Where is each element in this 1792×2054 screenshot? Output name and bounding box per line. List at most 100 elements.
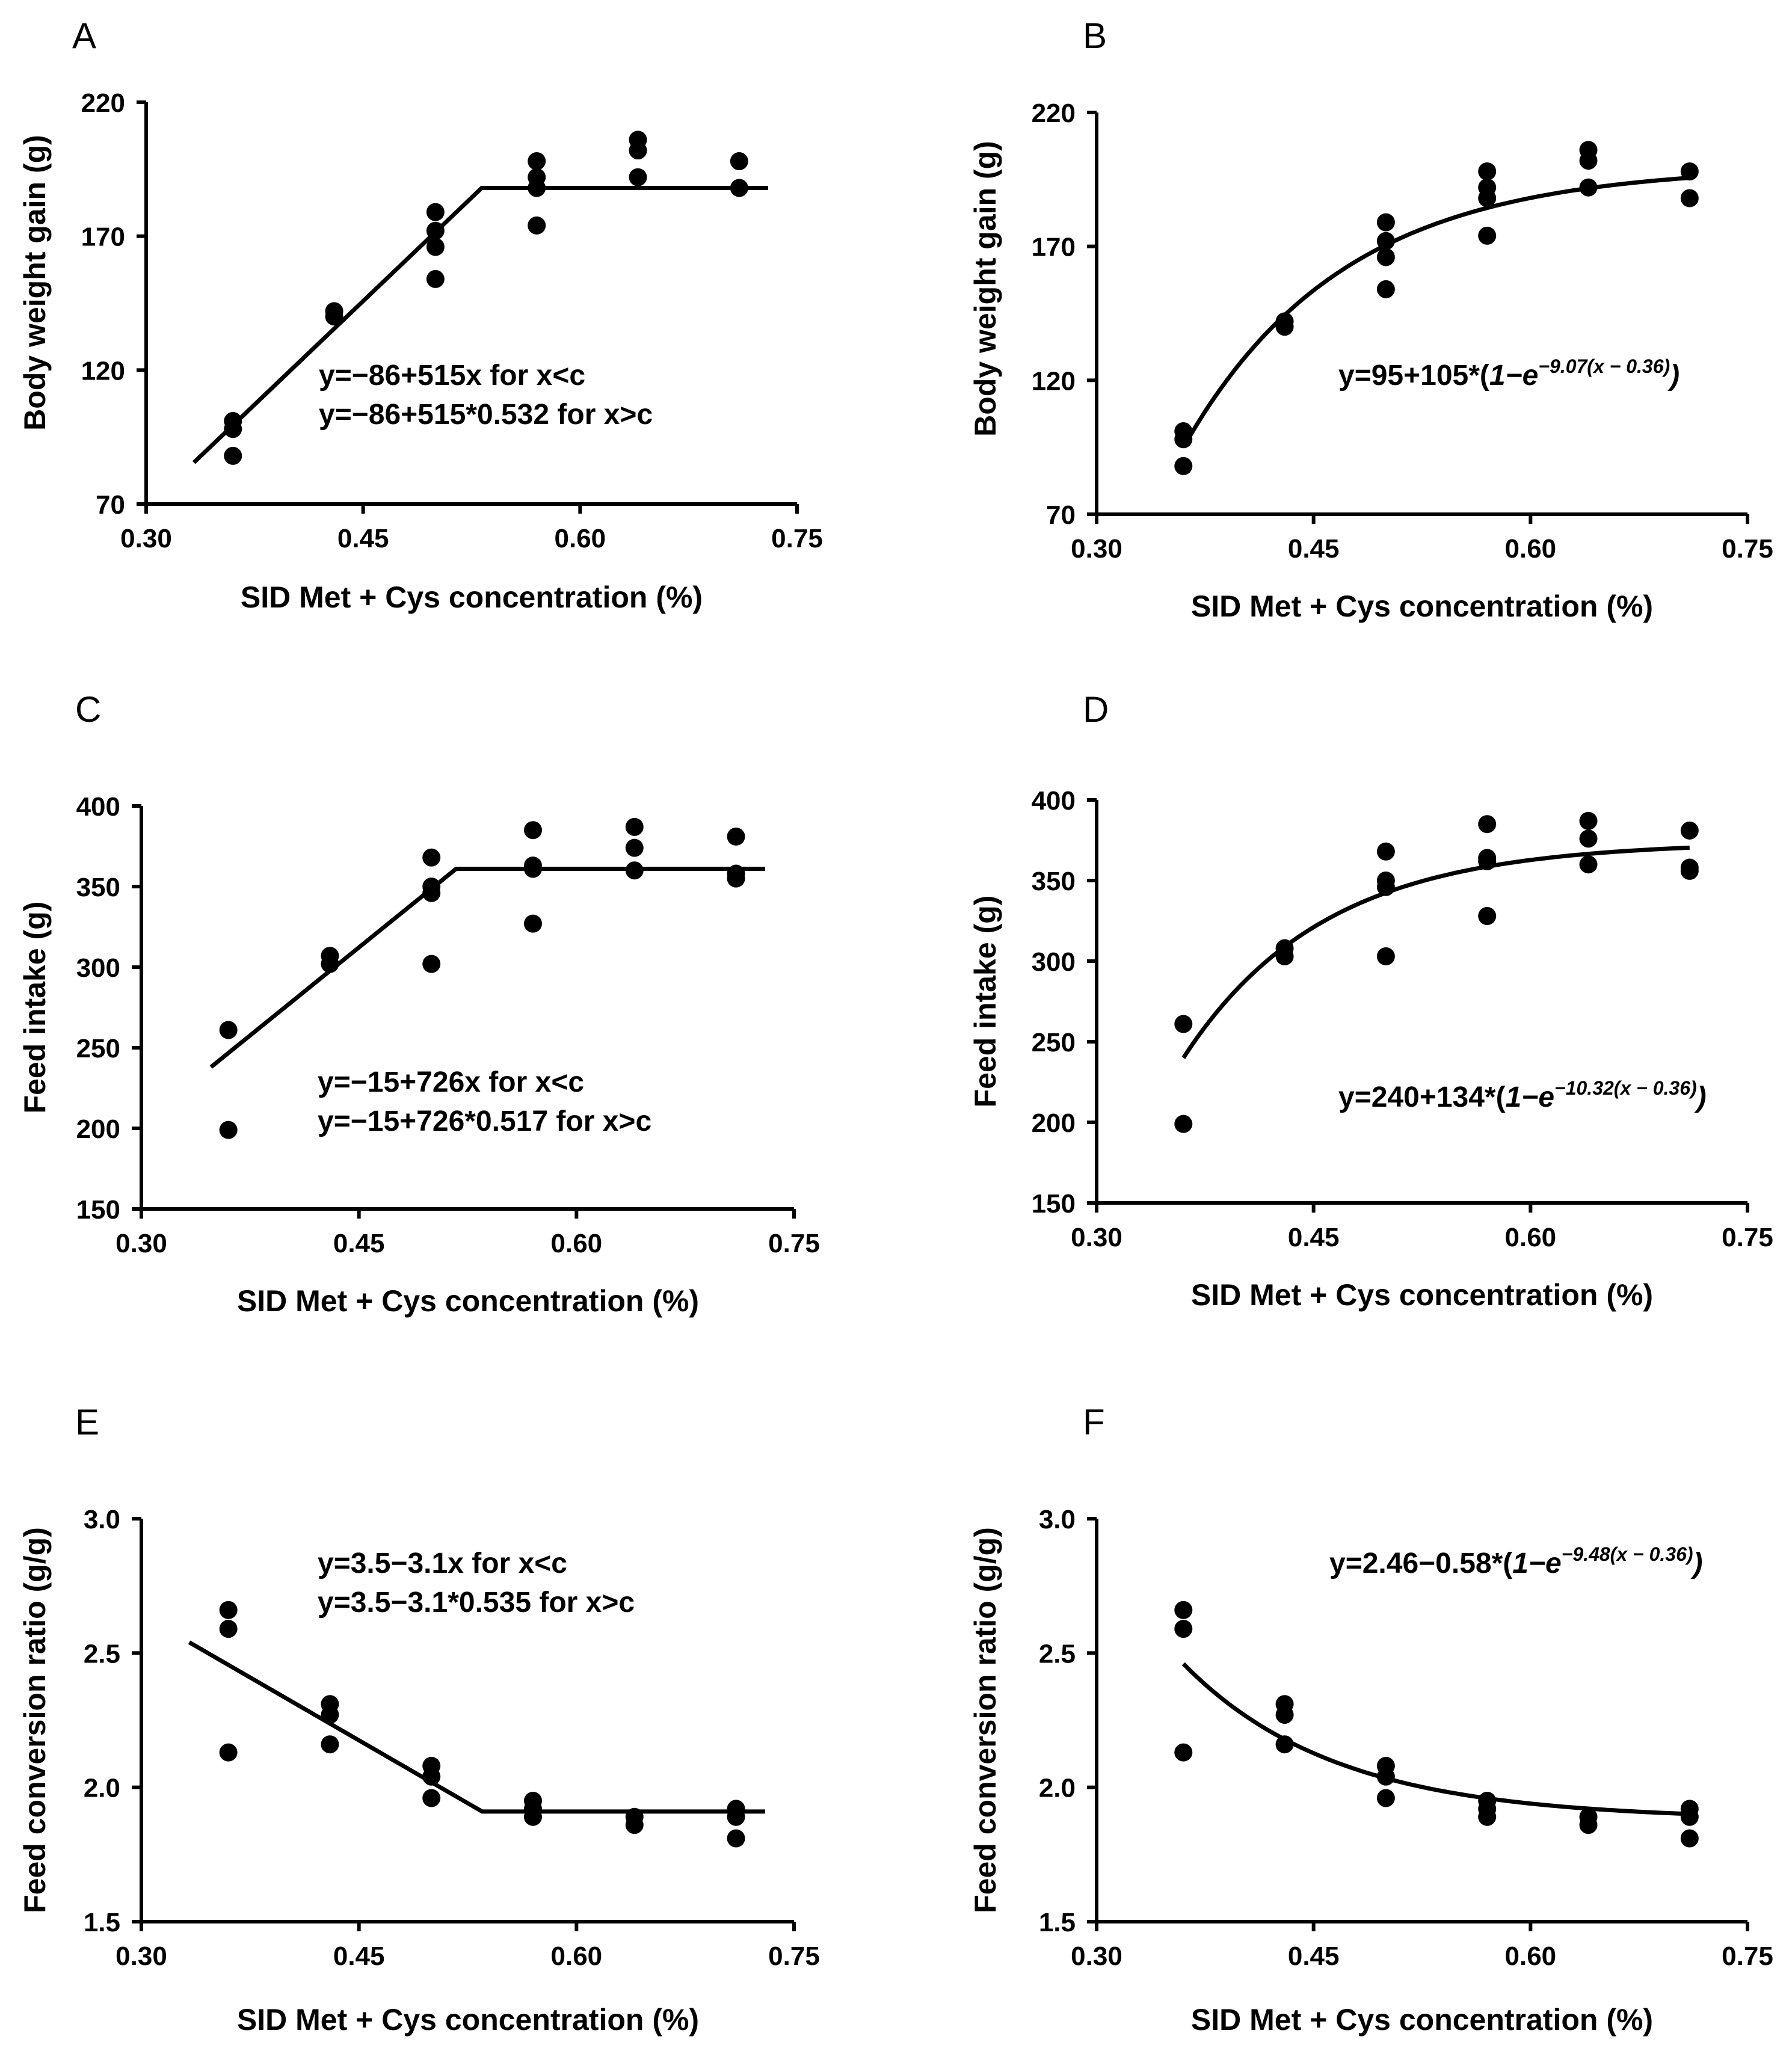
equation-prefix: y=2.46−0.58*( — [1329, 1548, 1512, 1579]
data-point — [1376, 232, 1395, 250]
x-tick-label: 0.60 — [1505, 534, 1557, 564]
data-point — [422, 884, 441, 902]
equation-line: y=−86+515x for x<c — [319, 360, 585, 392]
x-axis-title: SID Met + Cys concentration (%) — [237, 2003, 699, 2037]
equation-suffix: ) — [1667, 360, 1680, 392]
data-point — [422, 1789, 441, 1807]
y-axis-title: Feed conversion ratio (g/g) — [18, 1527, 52, 1913]
x-tick-label: 0.45 — [333, 1229, 385, 1258]
fitted-line — [192, 186, 768, 464]
equation-line: y=−15+726*0.517 for x>c — [318, 1105, 651, 1137]
y-tick-label: 70 — [96, 490, 125, 520]
data-point — [426, 269, 445, 288]
equation-line: y=3.5−3.1*0.535 for x>c — [318, 1587, 635, 1619]
data-point — [1275, 947, 1294, 965]
y-tick-label: 220 — [1032, 99, 1076, 128]
data-point — [224, 446, 242, 465]
data-point — [1680, 1829, 1699, 1848]
panel-letter: C — [75, 689, 101, 730]
data-point — [1680, 162, 1699, 180]
data-point — [1376, 213, 1395, 232]
data-point — [1275, 1706, 1294, 1724]
x-axis-title: SID Met + Cys concentration (%) — [237, 1284, 699, 1318]
panel-f: F 0.30 0.45 0.60 0.75 1.5 2.0 2.5 3.0 SID Met + C… — [968, 1402, 1773, 2037]
data-point — [426, 203, 445, 221]
y-tick-label: 3.0 — [84, 1505, 120, 1534]
data-point — [1579, 855, 1598, 874]
equation-line: y=95+105*(1−e−9.07(x − 0.36)) — [1338, 355, 1680, 392]
equation-line: y=2.46−0.58*(1−e−9.48(x − 0.36)) — [1329, 1543, 1703, 1579]
panel-c: C 0.30 0.45 0.60 0.75 150 200 250 300 350 400 SID M… — [18, 689, 820, 1318]
data-point — [1579, 811, 1598, 830]
data-point — [727, 1807, 745, 1826]
equation-base: 1−e — [1506, 1081, 1554, 1113]
y-tick-label: 2.5 — [1039, 1639, 1076, 1668]
data-point — [426, 221, 445, 240]
y-axis-title: Feed intake (g) — [18, 902, 52, 1114]
data-point — [1680, 821, 1699, 840]
equation-suffix: ) — [1694, 1081, 1707, 1113]
y-tick-label: 1.5 — [84, 1908, 120, 1937]
data-point — [1478, 226, 1497, 245]
x-tick-label: 0.60 — [551, 1942, 603, 1971]
data-point — [1579, 829, 1598, 848]
data-point — [1174, 1620, 1193, 1638]
y-tick-label: 220 — [81, 88, 125, 118]
x-tick-label: 0.30 — [115, 1942, 167, 1971]
data-point — [1680, 1807, 1699, 1826]
equation-exponent: −9.48(x − 0.36) — [1562, 1543, 1693, 1565]
equation-prefix: y=95+105*( — [1338, 360, 1489, 392]
panel-d: D 0.30 0.45 0.60 0.75 150 200 250 300 350 400 SID M… — [968, 689, 1773, 1312]
y-tick-label: 300 — [1032, 947, 1076, 977]
x-tick-label: 0.45 — [333, 1942, 385, 1971]
data-point — [1478, 852, 1497, 870]
data-point — [219, 1600, 238, 1619]
y-tick-label: 120 — [1032, 366, 1076, 396]
fitted-line — [188, 1640, 765, 1814]
data-point — [1174, 430, 1193, 449]
data-point — [1478, 906, 1497, 925]
x-axis-title: SID Met + Cys concentration (%) — [1191, 1278, 1653, 1312]
data-point — [1174, 1115, 1193, 1133]
data-point — [219, 1121, 238, 1139]
equation-base: 1−e — [1512, 1548, 1561, 1579]
data-point — [524, 1807, 542, 1826]
data-point — [625, 1816, 644, 1834]
data-point — [219, 1620, 238, 1638]
data-point — [422, 1767, 441, 1786]
x-axis-title: SID Met + Cys concentration (%) — [1191, 589, 1653, 623]
data-point — [1680, 189, 1699, 208]
x-tick-label: 0.75 — [1722, 1223, 1773, 1252]
data-point — [727, 827, 745, 846]
fitted-line — [1181, 1662, 1690, 1816]
data-point — [219, 1021, 238, 1039]
data-point — [730, 179, 748, 197]
y-tick-label: 350 — [76, 873, 120, 902]
y-tick-label: 200 — [76, 1115, 120, 1144]
panel-a: A 0.30 0.45 0.60 0.75 70 120 170 220 SID Met + Cy… — [18, 16, 823, 614]
data-point — [730, 152, 748, 170]
data-point — [1376, 1767, 1395, 1786]
equation-prefix: y=240+134*( — [1338, 1081, 1506, 1113]
y-tick-label: 120 — [81, 356, 125, 386]
equation-line: y=240+134*(1−e−10.32(x − 0.36)) — [1338, 1077, 1707, 1113]
y-tick-label: 170 — [81, 223, 125, 252]
panel-letter: E — [75, 1402, 99, 1442]
data-point — [1376, 248, 1395, 266]
equation-suffix: ) — [1690, 1548, 1703, 1579]
data-point — [1376, 878, 1395, 896]
equation-exponent: −10.32(x − 0.36) — [1554, 1077, 1697, 1099]
x-tick-label: 0.30 — [1071, 1942, 1122, 1971]
data-point — [1174, 1015, 1193, 1033]
data-point — [1478, 162, 1497, 180]
data-point — [1376, 842, 1395, 861]
panel-letter: B — [1083, 16, 1107, 56]
y-tick-label: 400 — [1032, 786, 1076, 816]
data-point — [1478, 1807, 1497, 1826]
y-tick-label: 3.0 — [1039, 1505, 1076, 1534]
equation-exponent: −9.07(x − 0.36) — [1538, 355, 1670, 377]
data-point — [625, 817, 644, 836]
panel-letter: A — [72, 16, 96, 56]
y-tick-label: 70 — [1046, 500, 1076, 530]
